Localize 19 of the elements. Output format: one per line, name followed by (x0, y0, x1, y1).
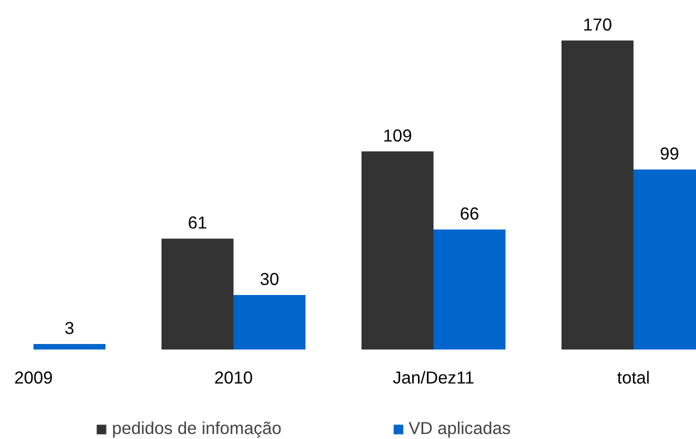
bar (234, 294, 306, 350)
data-label: 99 (660, 144, 680, 164)
bar (362, 151, 434, 350)
legend-label: VD aplicadas (408, 418, 511, 439)
legend-label: pedidos de infomação (112, 418, 282, 439)
x-tick-label: total (617, 368, 650, 388)
bar (162, 238, 234, 350)
bar (562, 40, 634, 350)
data-label: 66 (460, 204, 480, 224)
x-tick-label: 2009 (14, 368, 53, 388)
x-tick-label: 2010 (214, 368, 253, 388)
x-tick-label: Jan/Dez11 (392, 368, 474, 388)
bar (434, 230, 506, 350)
data-label: 30 (260, 268, 280, 289)
bar (34, 344, 106, 350)
data-label: 109 (383, 125, 412, 146)
data-label: 170 (583, 14, 612, 34)
data-label: 3 (64, 318, 74, 338)
data-label: 61 (188, 212, 208, 233)
